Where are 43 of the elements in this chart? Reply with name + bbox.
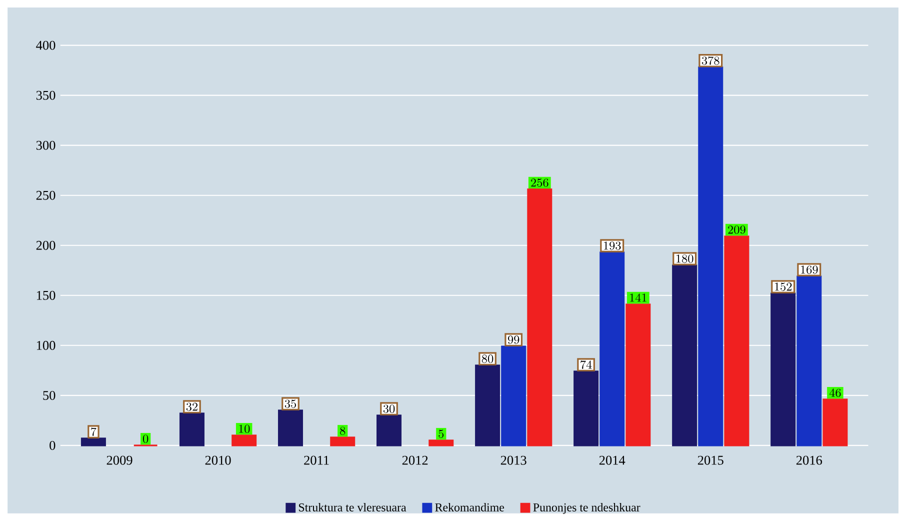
data-label: 74 xyxy=(580,360,592,369)
data-label: 0 xyxy=(142,434,148,443)
x-tick-label: 2015 xyxy=(698,456,724,465)
data-label: 32 xyxy=(186,402,198,411)
data-label: 152 xyxy=(774,282,792,291)
y-tick-label: 150 xyxy=(36,290,56,300)
legend-label: Rekomandime xyxy=(435,503,504,512)
y-tick-label: 0 xyxy=(50,440,56,450)
data-label: 80 xyxy=(482,354,494,363)
data-label: 378 xyxy=(702,56,720,65)
bar xyxy=(330,436,356,446)
data-label: 256 xyxy=(531,178,548,187)
legend-label: Punonjes te ndeshkuar xyxy=(533,503,640,514)
data-label: 30 xyxy=(383,404,395,413)
data-label: 209 xyxy=(728,226,746,234)
x-tick-label: 2011 xyxy=(304,456,329,465)
data-label: 169 xyxy=(801,266,818,274)
x-tick-label: 2012 xyxy=(402,456,428,465)
y-tick-label: 50 xyxy=(43,390,56,400)
data-label: 99 xyxy=(508,336,520,344)
bar xyxy=(428,440,454,446)
x-tick-label: 2013 xyxy=(500,456,526,465)
x-tick-label: 2016 xyxy=(796,456,822,465)
data-label: 7 xyxy=(91,428,96,436)
data-label: 46 xyxy=(829,388,841,397)
x-tick-label: 2009 xyxy=(106,456,132,465)
data-label: 35 xyxy=(284,400,296,408)
legend-label: Struktura te vleresuara xyxy=(299,503,406,512)
x-tick-label: 2014 xyxy=(599,456,626,465)
data-label: 180 xyxy=(676,254,694,263)
data-label: 5 xyxy=(438,430,444,438)
y-tick-label: 300 xyxy=(36,140,56,150)
data-label: 193 xyxy=(604,242,621,250)
bar xyxy=(80,438,106,446)
y-tick-label: 100 xyxy=(36,340,56,350)
data-label: 8 xyxy=(340,426,346,435)
data-label: 141 xyxy=(630,294,646,302)
y-tick-label: 200 xyxy=(36,240,56,250)
y-tick-label: 400 xyxy=(36,40,56,50)
x-tick-label: 2010 xyxy=(205,456,231,465)
y-tick-label: 250 xyxy=(36,190,56,200)
y-tick-label: 350 xyxy=(36,90,56,100)
data-label: 10 xyxy=(239,424,250,433)
